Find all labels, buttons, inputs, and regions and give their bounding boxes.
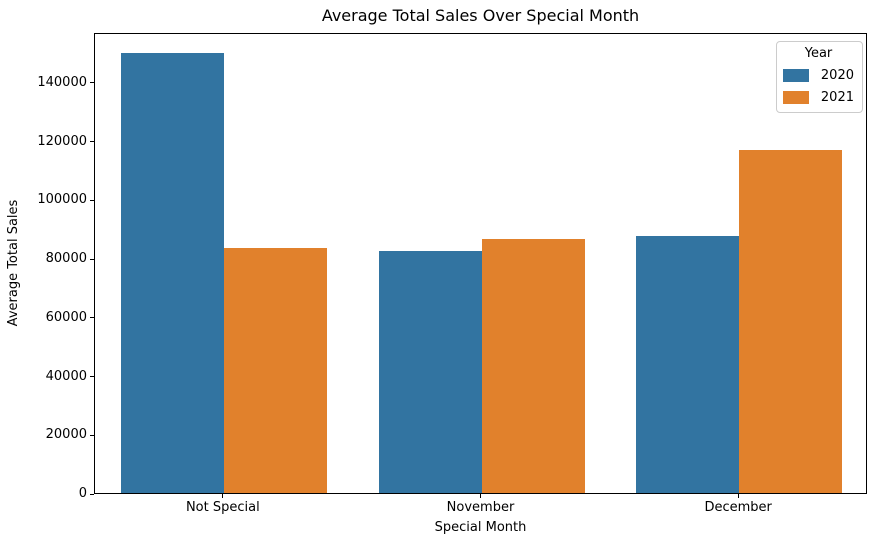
y-tick-mark [90, 317, 94, 319]
chart-title: Average Total Sales Over Special Month [321, 6, 640, 25]
bar-december-2021 [739, 149, 843, 493]
y-tick-mark [90, 434, 94, 436]
y-tick-label: 40000 [45, 368, 87, 384]
bar-november-2020 [378, 251, 482, 493]
y-tick-label: 0 [78, 486, 87, 501]
legend-item-2021: 2021 [783, 88, 854, 107]
x-tick-label-december: December [704, 500, 772, 515]
y-tick-label: 80000 [45, 251, 87, 267]
x-axis-label: Special Month [434, 520, 527, 535]
bar-december-2020 [636, 235, 740, 493]
x-tick-label-november: November [446, 500, 515, 515]
y-tick-mark [90, 141, 94, 143]
legend-label-2020: 2020 [820, 67, 854, 83]
legend-swatch-2020-icon [783, 69, 809, 82]
y-tick-mark [90, 199, 94, 201]
y-tick-mark [90, 376, 94, 378]
x-tick-mark [480, 494, 481, 498]
legend-title: Year [804, 46, 833, 61]
y-tick-label: 20000 [45, 427, 87, 443]
legend-swatch-2021-icon [783, 91, 809, 104]
y-tick-label: 60000 [45, 309, 87, 325]
plot-area [94, 33, 867, 494]
x-tick-mark [222, 494, 224, 498]
y-tick-label: 140000 [37, 74, 87, 90]
y-tick-label: 100000 [37, 192, 87, 208]
y-tick-mark [90, 82, 94, 84]
x-tick-label-not-special: Not Special [185, 500, 260, 515]
y-tick-label: 120000 [37, 133, 87, 149]
legend-label-2021: 2021 [820, 89, 854, 105]
bar-not-special-2020 [120, 52, 224, 493]
legend: Year 2020 2021 [776, 41, 863, 113]
bar-not-special-2021 [223, 247, 327, 493]
legend-item-2020: 2020 [783, 66, 854, 85]
y-tick-mark [90, 493, 94, 495]
bar-november-2021 [481, 239, 585, 493]
x-tick-mark [737, 494, 739, 498]
y-tick-mark [90, 258, 94, 260]
